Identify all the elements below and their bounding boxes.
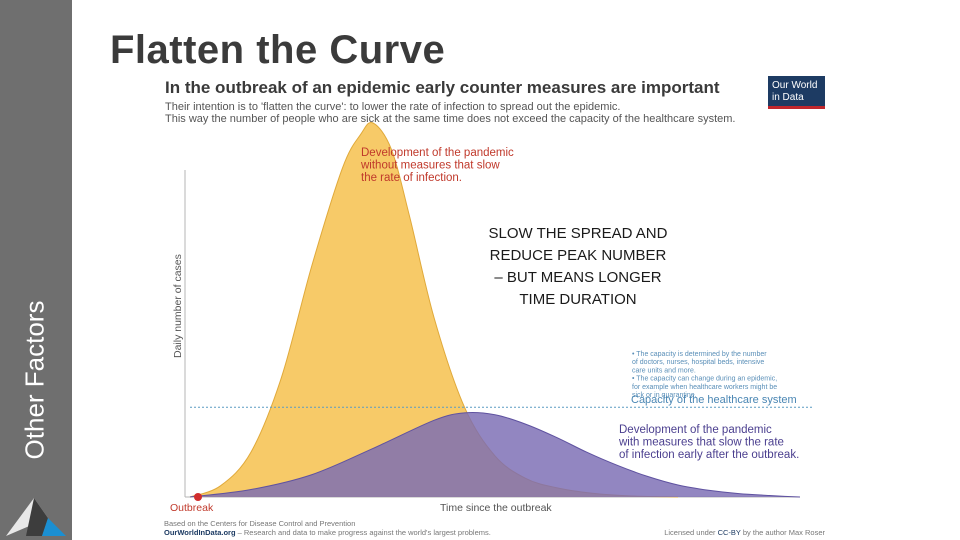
capacity-note-line: • The capacity can change during an epid… bbox=[632, 376, 777, 383]
series-area-without-measures bbox=[190, 122, 678, 498]
owid-logo-line2: in Data bbox=[772, 92, 804, 103]
capacity-note-line: care units and more. bbox=[632, 367, 696, 374]
callout-line: SLOW THE SPREAD AND bbox=[488, 225, 668, 242]
outbreak-label: Outbreak bbox=[170, 502, 214, 514]
owid-logo-badge: Our World in Data bbox=[768, 76, 825, 109]
slide-title: Flatten the Curve bbox=[110, 28, 446, 72]
outbreak-marker bbox=[194, 493, 202, 501]
footer-license-prefix: Licensed under bbox=[664, 528, 717, 537]
chart-subtitle-line: Their intention is to 'flatten the curve… bbox=[165, 101, 620, 113]
chart-title: In the outbreak of an epidemic early cou… bbox=[165, 78, 720, 97]
series-label-with-measures: with measures that slow the rate bbox=[618, 437, 784, 449]
footer-source: Based on the Centers for Disease Control… bbox=[164, 519, 355, 528]
capacity-note-line: of doctors, nurses, hospital beds, inten… bbox=[632, 359, 764, 366]
series-line-with-measures bbox=[189, 412, 801, 498]
footer-site-line: OurWorldInData.org – Research and data t… bbox=[164, 528, 491, 537]
callout-line: TIME DURATION bbox=[519, 291, 637, 308]
brand-logo-icon bbox=[6, 498, 66, 536]
y-axis-label: Daily number of cases bbox=[172, 254, 184, 358]
series-label-without-measures: the rate of infection. bbox=[361, 172, 462, 184]
x-axis-label: Time since the outbreak bbox=[440, 502, 552, 514]
footer-tagline: – Research and data to make progress aga… bbox=[236, 528, 491, 537]
callout-text: SLOW THE SPREAD AND REDUCE PEAK NUMBER –… bbox=[448, 223, 708, 311]
series-area-with-measures bbox=[190, 412, 800, 497]
callout-line: – BUT MEANS LONGER bbox=[494, 269, 662, 286]
footer-site: OurWorldInData.org bbox=[164, 528, 236, 537]
footer-license-name: CC-BY bbox=[718, 528, 741, 537]
callout-line: REDUCE PEAK NUMBER bbox=[489, 247, 667, 264]
capacity-note-line: for example when healthcare workers migh… bbox=[632, 384, 777, 391]
series-label-without-measures: without measures that slow bbox=[360, 160, 500, 172]
chart-subtitle-line: This way the number of people who are si… bbox=[165, 113, 735, 125]
series-label-without-measures: Development of the pandemic bbox=[361, 147, 514, 159]
sidebar: Other Factors bbox=[0, 0, 72, 540]
owid-logo-line1: Our World bbox=[772, 80, 818, 91]
series-label-with-measures: Development of the pandemic bbox=[619, 424, 772, 436]
series-label-with-measures: of infection early after the outbreak. bbox=[619, 449, 799, 461]
footer-license-author: by the author Max Roser bbox=[741, 528, 826, 537]
capacity-note-line: sick or in quarantine. bbox=[632, 392, 697, 399]
capacity-note-line: • The capacity is determined by the numb… bbox=[632, 351, 767, 358]
footer-license: Licensed under CC-BY by the author Max R… bbox=[664, 528, 825, 537]
capacity-label: Capacity of the healthcare system bbox=[631, 394, 797, 406]
